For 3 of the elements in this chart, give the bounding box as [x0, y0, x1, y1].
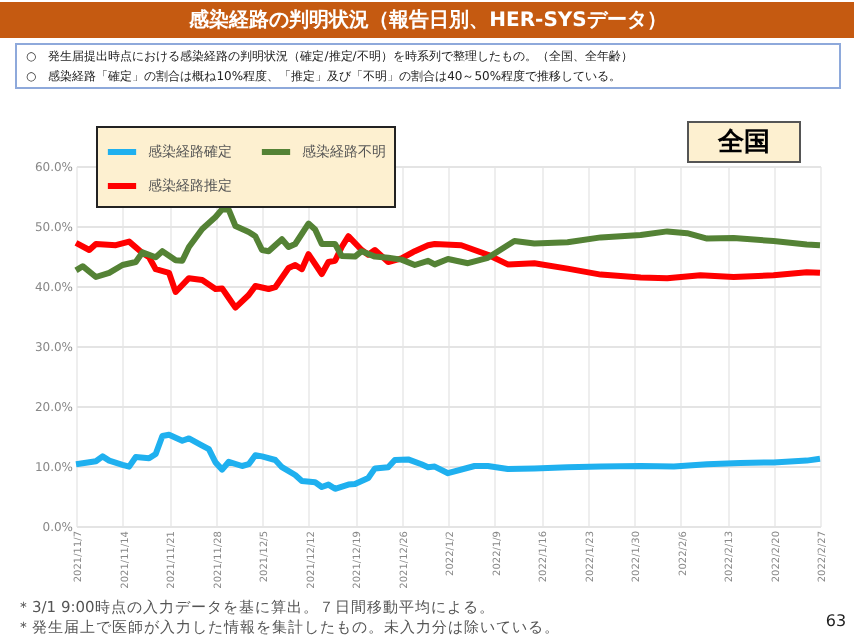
text: 全国	[716, 128, 770, 158]
text: 63	[825, 612, 847, 630]
chart-title: 感染経路の判明状況（報告日別、HER-SYSデータ）	[187, 8, 667, 32]
